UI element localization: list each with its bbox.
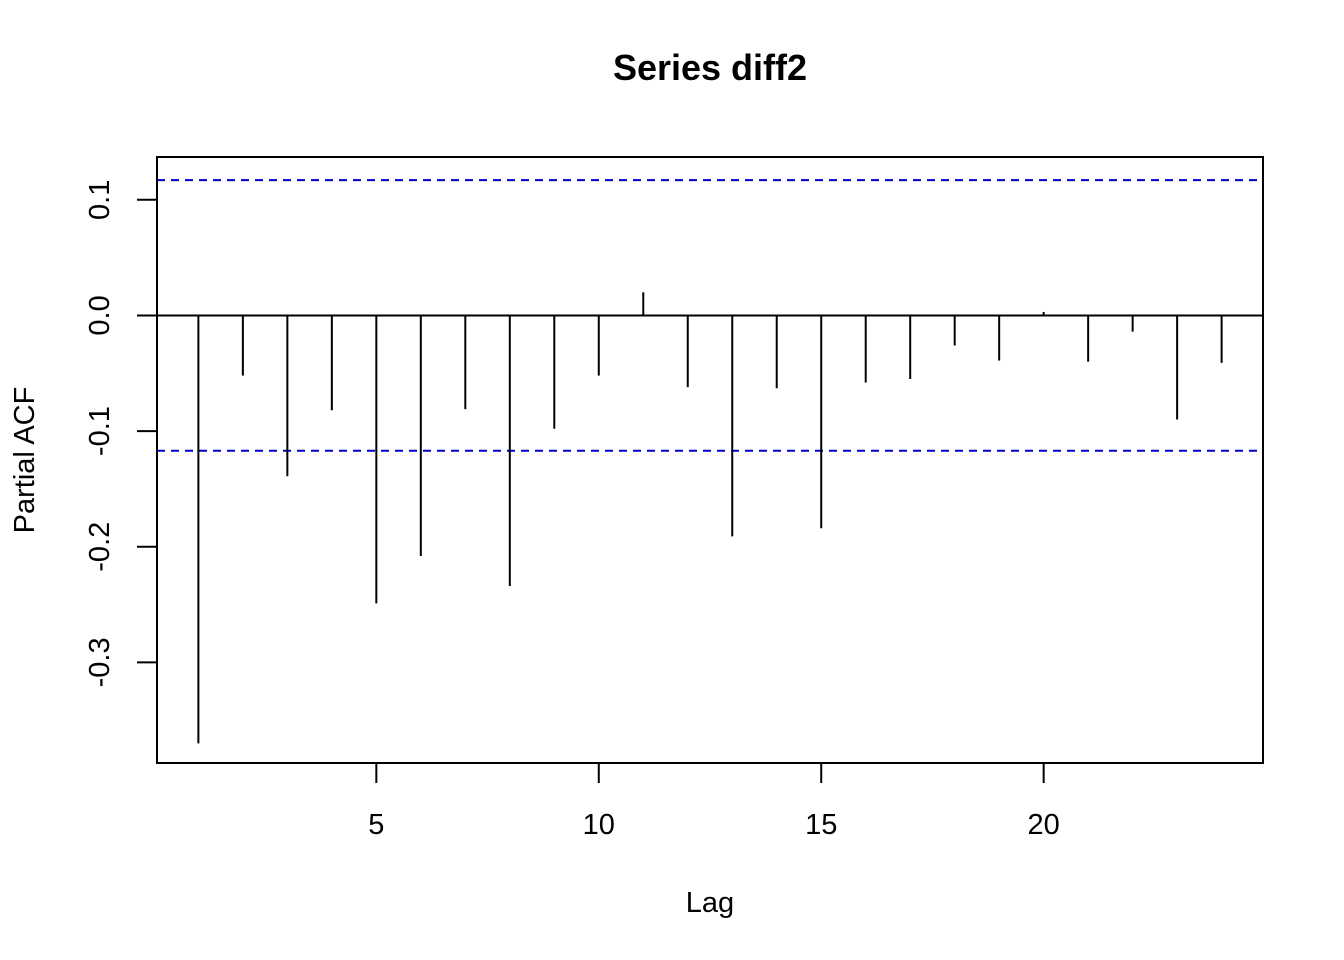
x-tick-label: 15 bbox=[805, 809, 837, 841]
plot-frame bbox=[156, 156, 1264, 764]
y-axis-label: Partial ACF bbox=[9, 387, 41, 534]
y-tick-label: 0.0 bbox=[84, 295, 116, 335]
pacf-spikes bbox=[197, 292, 1223, 744]
y-tick-label: -0.3 bbox=[84, 637, 116, 687]
confidence-bounds bbox=[157, 179, 1263, 452]
x-axis-label: Lag bbox=[686, 887, 734, 919]
x-tick-label: 20 bbox=[1028, 809, 1060, 841]
y-axis: -0.3 -0.2 -0.1 0.0 0.1 bbox=[84, 180, 158, 687]
x-axis: 5 10 15 20 bbox=[368, 762, 1060, 841]
x-tick-label: 10 bbox=[583, 809, 615, 841]
x-tick-label: 5 bbox=[368, 809, 384, 841]
y-tick-label: -0.2 bbox=[84, 522, 116, 572]
chart-title: Series diff2 bbox=[613, 47, 807, 88]
y-tick-label: 0.1 bbox=[84, 180, 116, 220]
y-tick-label: -0.1 bbox=[84, 406, 116, 456]
